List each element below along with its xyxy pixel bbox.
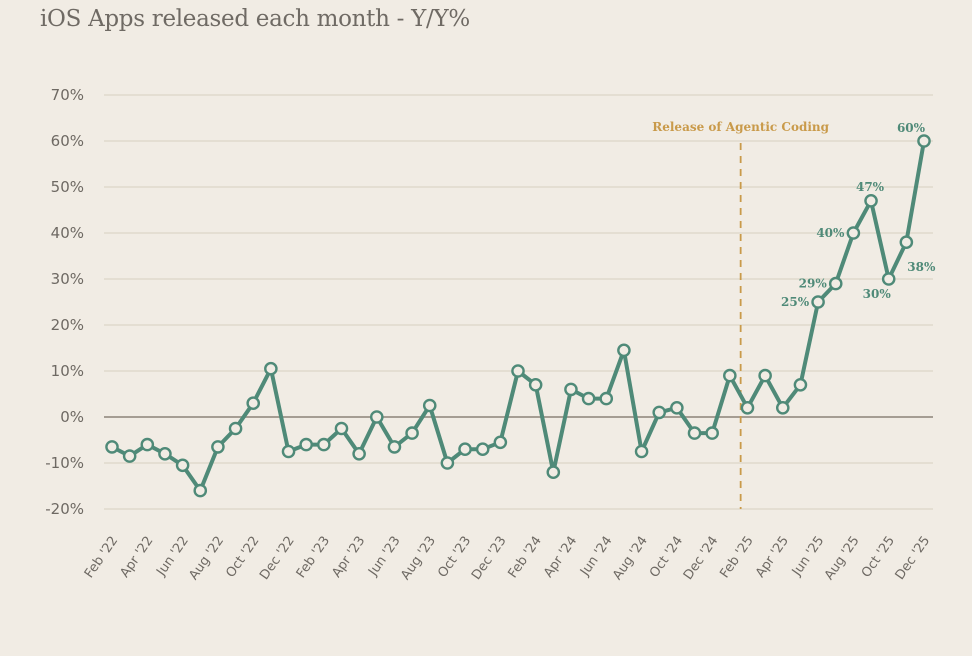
x-tick-label: Dec '22	[257, 534, 298, 583]
data-point	[511, 364, 525, 378]
data-point	[793, 377, 808, 392]
x-tick-label: Feb '23	[294, 534, 333, 581]
data-point	[687, 426, 702, 440]
y-tick-label: -10%	[45, 454, 84, 472]
data-point	[405, 426, 419, 440]
data-point	[740, 400, 755, 415]
data-point	[775, 400, 790, 415]
y-tick-label: 10%	[51, 362, 84, 380]
data-point	[652, 405, 667, 420]
data-point	[175, 458, 190, 473]
data-point	[193, 483, 208, 498]
data-point	[387, 440, 402, 454]
data-point	[122, 449, 137, 463]
data-point	[228, 421, 243, 436]
x-tick-label: Dec '23	[469, 534, 510, 583]
chart-title: iOS Apps released each month - Y/Y%	[40, 6, 470, 32]
x-tick-label: Jun '24	[577, 534, 615, 580]
data-point	[352, 446, 366, 461]
data-point	[846, 226, 861, 240]
x-tick-label: Apr '23	[329, 534, 368, 581]
data-point	[564, 382, 578, 397]
x-tick-label: Aug '22	[186, 534, 227, 583]
y-tick-label: 50%	[51, 178, 84, 196]
x-tick-label: Aug '23	[398, 534, 439, 583]
data-point	[140, 437, 155, 452]
data-point	[670, 400, 684, 415]
data-label: 30%	[863, 287, 892, 301]
data-label: 25%	[781, 295, 810, 309]
y-tick-label: 70%	[51, 86, 84, 104]
x-tick-label: Apr '22	[117, 534, 156, 581]
data-point	[369, 410, 384, 424]
data-point	[599, 391, 614, 406]
data-point	[758, 368, 772, 383]
data-point	[864, 193, 878, 208]
x-tick-label: Dec '24	[681, 534, 722, 583]
data-label: 38%	[907, 260, 936, 274]
data-point	[828, 276, 843, 291]
y-tick-label: 20%	[51, 316, 84, 334]
data-point	[493, 435, 508, 450]
data-point	[281, 444, 296, 459]
data-point	[158, 446, 172, 461]
data-point	[105, 440, 119, 454]
data-point	[899, 235, 914, 249]
annotation-label: Release of Agentic Coding	[652, 120, 829, 134]
x-tick-label: Jun '23	[365, 534, 403, 580]
data-point	[723, 368, 737, 383]
data-point	[705, 426, 719, 440]
data-point	[917, 134, 931, 148]
data-point	[546, 465, 561, 480]
x-tick-label: Aug '24	[610, 534, 651, 583]
data-point	[581, 391, 596, 406]
x-tick-label: Jun '25	[789, 534, 827, 580]
data-point	[881, 272, 896, 286]
data-label: 47%	[856, 180, 885, 194]
data-point	[422, 398, 437, 413]
y-tick-label: 30%	[51, 270, 84, 288]
data-point	[440, 456, 455, 470]
data-label: 29%	[799, 277, 828, 291]
data-point	[299, 437, 313, 452]
data-point	[475, 442, 490, 457]
data-label: 60%	[897, 121, 926, 135]
data-point	[811, 295, 825, 309]
x-tick-label: Apr '24	[541, 534, 580, 581]
data-point	[528, 377, 543, 392]
x-tick-label: Feb '25	[717, 534, 756, 581]
x-tick-label: Feb '24	[506, 534, 545, 581]
x-tick-label: Feb '22	[82, 534, 121, 581]
data-point	[264, 361, 278, 376]
y-tick-label: 40%	[51, 224, 84, 242]
series-line	[110, 139, 926, 493]
y-tick-label: 0%	[60, 408, 84, 426]
data-point	[458, 442, 472, 457]
y-tick-label: 60%	[51, 132, 84, 150]
x-tick-label: Dec '25	[893, 534, 934, 583]
data-label: 40%	[816, 226, 845, 240]
data-point	[617, 343, 631, 358]
data-point	[634, 444, 649, 459]
x-tick-label: Jun '22	[153, 534, 191, 580]
data-point	[334, 421, 349, 436]
data-point	[246, 396, 261, 411]
y-tick-label: -20%	[45, 500, 84, 518]
x-tick-label: Apr '25	[753, 534, 792, 581]
x-tick-label: Aug '25	[822, 534, 863, 583]
data-point	[211, 440, 225, 454]
data-point	[317, 437, 331, 452]
